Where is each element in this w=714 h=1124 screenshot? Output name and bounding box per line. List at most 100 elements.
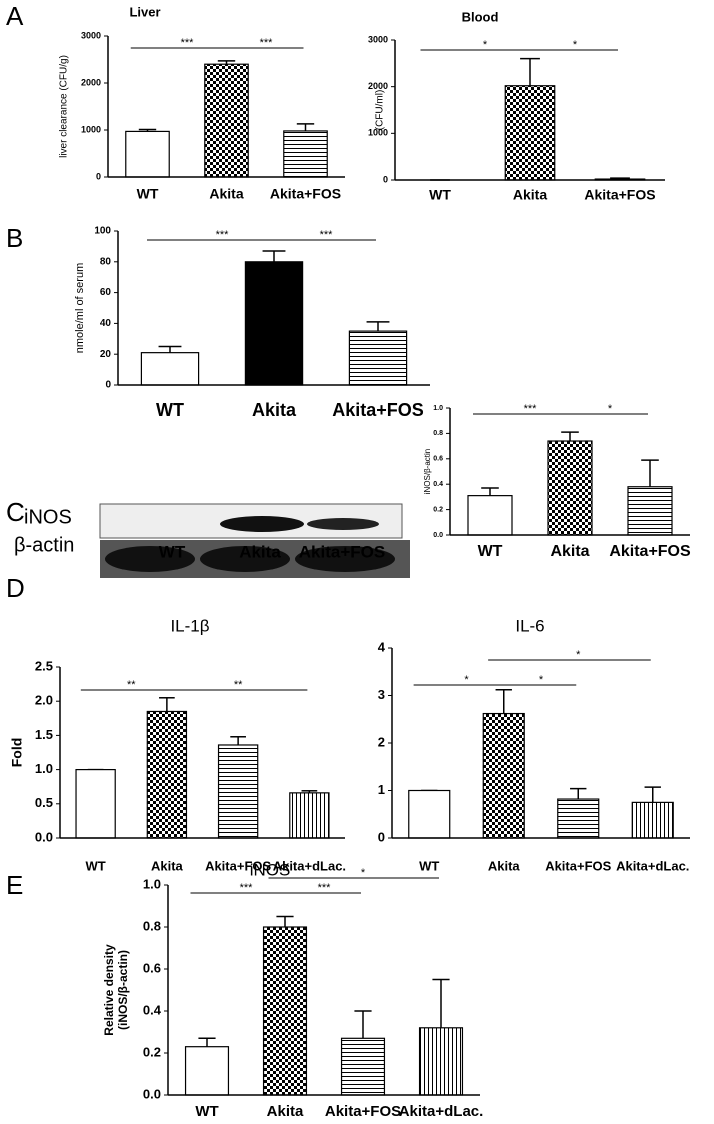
x-tick-label: Akita+FOS <box>270 186 341 202</box>
significance-label: ** <box>127 679 136 691</box>
x-tick-label: Akita+FOS <box>584 187 655 203</box>
significance-label: * <box>361 867 366 879</box>
x-tick-label: Akita+FOS <box>609 543 691 560</box>
x-tick-label: Akita+FOS <box>545 858 611 873</box>
x-tick-label: Akita <box>252 400 297 420</box>
y-tick-label: 2000 <box>368 81 388 91</box>
bar-chart: IL-6 0 1 2 3 4 WT Akita Akita+FOS Akita+dLac. * * * <box>378 616 690 873</box>
significance-label: *** <box>318 882 332 894</box>
y-tick-label: 2 <box>378 734 385 749</box>
panel-letter: D <box>6 573 25 603</box>
panel-letter: E <box>6 870 23 900</box>
significance-label: *** <box>524 403 538 415</box>
y-tick-label: 0.8 <box>143 918 161 933</box>
bar <box>75 768 116 839</box>
y-tick-label: 0.8 <box>433 430 443 437</box>
bar <box>125 130 170 178</box>
y-tick-label: 1.0 <box>433 405 443 412</box>
chart-title: IL-6 <box>515 616 544 635</box>
y-tick-label: 2.0 <box>35 693 53 708</box>
western-blot: iNOS β-actin WT <box>14 503 410 578</box>
lane-label: Akita+FOS <box>299 542 385 561</box>
bar <box>557 798 600 839</box>
significance-label: * <box>539 674 544 686</box>
x-tick-label: Akita+FOS <box>325 1103 401 1120</box>
bar <box>204 63 249 178</box>
bar <box>348 330 408 386</box>
y-tick-label: 0 <box>378 829 385 844</box>
bar <box>244 261 304 386</box>
y-tick-label: 0.4 <box>433 481 443 488</box>
chart-title: Blood <box>462 9 499 24</box>
y-tick-label: 0.4 <box>143 1002 162 1017</box>
y-tick-label: 1000 <box>81 124 101 134</box>
y-tick-label: 4 <box>378 639 386 654</box>
blot-band <box>220 516 304 532</box>
blot-band <box>295 546 395 572</box>
y-axis-label: liver clearance (CFU/g) <box>59 55 70 158</box>
significance-label: * <box>608 403 613 415</box>
significance-label: *** <box>260 37 274 49</box>
y-tick-label: 100 <box>94 226 111 237</box>
blot-band <box>105 546 195 572</box>
x-tick-label: WT <box>419 858 439 873</box>
x-tick-label: Akita <box>267 1103 304 1120</box>
x-tick-label: WT <box>86 858 106 873</box>
y-axis-label: (CFU/ml) <box>375 90 386 131</box>
bar <box>408 789 451 839</box>
x-tick-label: Akita <box>513 187 547 203</box>
bar <box>146 710 188 839</box>
y-tick-label: 2.5 <box>35 658 53 673</box>
bar <box>289 792 330 839</box>
lane-label: Akita <box>239 542 281 561</box>
chart-title: Liver <box>129 4 160 19</box>
x-tick-label: Akita+FOS <box>332 400 424 420</box>
significance-label: * <box>573 39 578 51</box>
x-tick-label: Akita <box>209 186 243 202</box>
blot-row-label: β-actin <box>14 534 74 556</box>
y-tick-label: 0.0 <box>433 532 443 539</box>
y-tick-label: 40 <box>100 318 112 329</box>
bar <box>627 486 673 536</box>
x-tick-label: Akita <box>488 858 521 873</box>
blot-row-label: iNOS <box>24 506 72 528</box>
y-tick-label: 1000 <box>368 128 388 138</box>
significance-label: * <box>576 649 581 661</box>
bar <box>631 801 674 839</box>
x-tick-label: WT <box>137 186 159 202</box>
y-tick-label: 80 <box>100 256 112 267</box>
y-tick-label: 3 <box>378 687 385 702</box>
bar <box>140 352 200 386</box>
bar <box>262 926 308 1096</box>
y-tick-label: 0 <box>105 380 111 391</box>
y-tick-label: 2000 <box>81 77 101 87</box>
significance-label: * <box>483 39 488 51</box>
x-tick-label: WT <box>478 543 503 560</box>
y-tick-label: 1.5 <box>35 727 53 742</box>
bar <box>482 712 525 839</box>
bar <box>467 495 513 536</box>
y-tick-label: 0 <box>96 171 101 181</box>
y-tick-label: 60 <box>100 287 112 298</box>
blot-band <box>200 546 290 572</box>
x-tick-label: Akita+dLac. <box>399 1103 484 1120</box>
y-tick-label: 0.2 <box>433 506 443 513</box>
chart-title: IL-1β <box>170 616 209 635</box>
y-tick-label: 0 <box>383 174 388 184</box>
bar-chart: nmole/ml of serum 0 20 40 60 80 100 WT Akita Akit… <box>74 226 430 420</box>
y-tick-label: 1 <box>378 782 385 797</box>
y-tick-label: 3000 <box>368 34 388 44</box>
y-axis-label: (iNOS/β-actin) <box>116 950 130 1030</box>
y-tick-label: 0.0 <box>35 829 53 844</box>
bar-chart: IL-1β Fold 0.0 0.5 1.0 1.5 2.0 2.5 WT Akita Akita+… <box>9 616 346 873</box>
chart-title: iNOS <box>250 860 291 879</box>
bar-chart: iNOS/β-actin 0.0 0.2 0.4 0.6 0.8 1.0 WT Akita Aki… <box>423 403 691 560</box>
significance-label: *** <box>216 229 230 241</box>
y-tick-label: 0.6 <box>143 960 161 975</box>
bar <box>340 1037 386 1096</box>
y-tick-label: 0.2 <box>143 1044 161 1059</box>
y-axis-label: Relative density <box>102 944 116 1036</box>
bar-chart: Blood (CFU/ml) 0 1000 2000 3000 WT Akita Akita+F… <box>368 9 665 203</box>
x-tick-label: WT <box>156 400 184 420</box>
